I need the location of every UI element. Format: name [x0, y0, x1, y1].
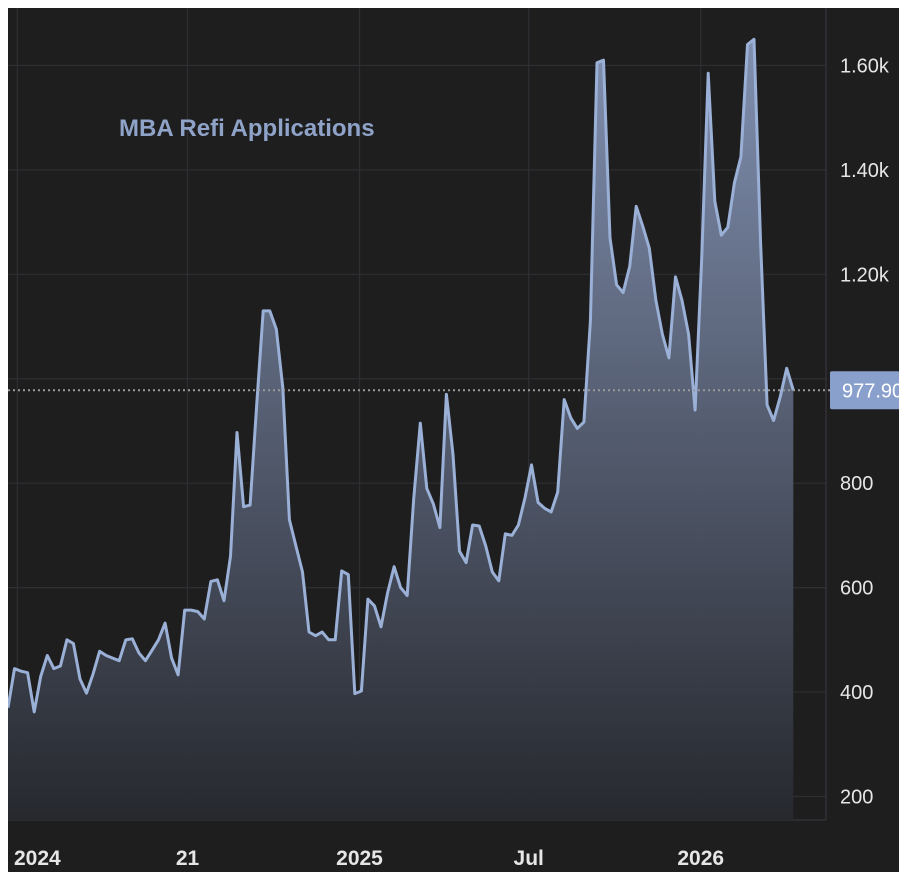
x-tick-label: Jul [514, 847, 544, 870]
y-tick-label: 1.40k [840, 160, 890, 182]
x-axis: 2024 21 2025 Jul 2026 [14, 847, 724, 870]
chart-title: MBA Refi Applications [119, 115, 375, 142]
x-tick-label: 2024 [14, 847, 61, 870]
y-tick-label: 400 [840, 682, 873, 704]
y-tick-label: 1.20k [840, 264, 890, 286]
x-tick-label: 21 [176, 847, 200, 870]
last-value-badge[interactable]: 977.90 [830, 371, 899, 410]
last-value-badge-bg [830, 371, 899, 410]
x-tick-label: 2026 [677, 847, 724, 870]
series-area-fill [8, 39, 794, 821]
y-tick-label: 600 [840, 578, 873, 600]
series-area [8, 37, 795, 821]
last-value-label: 977.90 [842, 380, 899, 402]
series-line [8, 37, 795, 714]
y-tick-label: 200 [840, 787, 873, 809]
y-tick-label: 1.60k [840, 55, 890, 77]
y-axis: 200 400 600 800 1.20k 1.40k 1.60k [840, 55, 890, 808]
chart-svg: 200 400 600 800 1.20k 1.40k 1.60k 2024 21 2025 Ju… [8, 8, 899, 870]
x-tick-label: 2025 [336, 847, 383, 870]
y-tick-label: 800 [840, 473, 873, 495]
chart-panel: 200 400 600 800 1.20k 1.40k 1.60k 2024 21 2025 Ju… [8, 8, 899, 872]
